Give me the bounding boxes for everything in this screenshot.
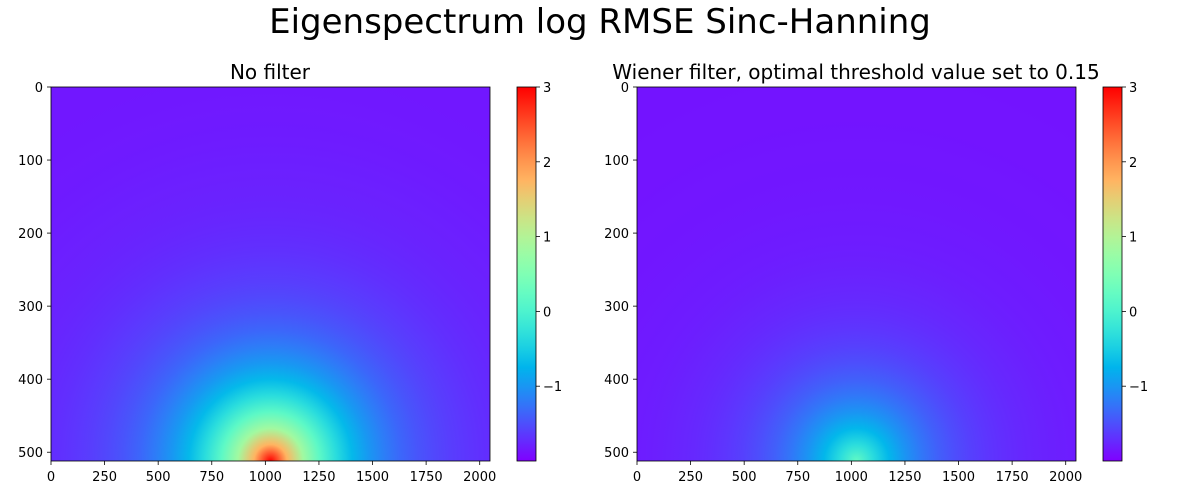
axes-frame <box>50 86 491 462</box>
x-tick-label: 1750 <box>996 470 1029 485</box>
colorbar-tick-label: −1 <box>543 380 562 395</box>
colorbar-tick-label: 2 <box>1129 156 1137 171</box>
x-tick-label: 750 <box>785 470 810 485</box>
x-tick-label: 0 <box>47 470 55 485</box>
x-tick-label: 1500 <box>942 470 975 485</box>
x-tick-label: 2000 <box>463 470 496 485</box>
y-tick-label: 400 <box>18 373 43 388</box>
colorbar-tick-label: 0 <box>543 305 551 320</box>
x-tick-label: 0 <box>633 470 641 485</box>
axes-frame <box>636 86 1077 462</box>
heatmap-image <box>51 87 490 461</box>
y-tick-label: 500 <box>604 446 629 461</box>
x-tick-label: 500 <box>146 470 171 485</box>
panel-title: No filter <box>230 60 311 84</box>
x-tick-label: 1500 <box>356 470 389 485</box>
x-tick-label: 1750 <box>410 470 443 485</box>
panel-wiener-filter: Wiener filter, optimal threshold value s… <box>604 60 1148 485</box>
figure-title: Eigenspectrum log RMSE Sinc-Hanning <box>269 2 931 42</box>
y-tick-label: 400 <box>604 373 629 388</box>
y-tick-label: 300 <box>18 300 43 315</box>
y-tick-label: 0 <box>621 81 629 96</box>
y-tick-label: 100 <box>604 154 629 169</box>
x-tick-label: 2000 <box>1049 470 1082 485</box>
x-tick-label: 750 <box>199 470 224 485</box>
heatmap-image <box>637 87 1076 461</box>
colorbar-tick-label: 2 <box>543 156 551 171</box>
colorbar-tick-label: 0 <box>1129 305 1137 320</box>
colorbar-tick-label: −1 <box>1129 380 1148 395</box>
y-tick-label: 0 <box>35 81 43 96</box>
x-tick-label: 500 <box>732 470 757 485</box>
colorbar-tick-label: 3 <box>543 81 551 96</box>
x-tick-label: 1250 <box>302 470 335 485</box>
colorbar-tick-label: 1 <box>1129 231 1137 246</box>
colorbar-tick-label: 1 <box>543 231 551 246</box>
x-tick-label: 1000 <box>835 470 868 485</box>
y-tick-label: 200 <box>604 227 629 242</box>
y-tick-label: 500 <box>18 446 43 461</box>
x-tick-label: 1250 <box>888 470 921 485</box>
y-tick-label: 200 <box>18 227 43 242</box>
y-tick-label: 100 <box>18 154 43 169</box>
colorbar <box>516 86 537 462</box>
x-tick-label: 1000 <box>249 470 282 485</box>
x-tick-label: 250 <box>678 470 703 485</box>
panel-title: Wiener filter, optimal threshold value s… <box>612 60 1099 84</box>
colorbar-tick-label: 3 <box>1129 81 1137 96</box>
colorbar <box>1102 86 1123 462</box>
x-tick-label: 250 <box>92 470 117 485</box>
y-tick-label: 300 <box>604 300 629 315</box>
